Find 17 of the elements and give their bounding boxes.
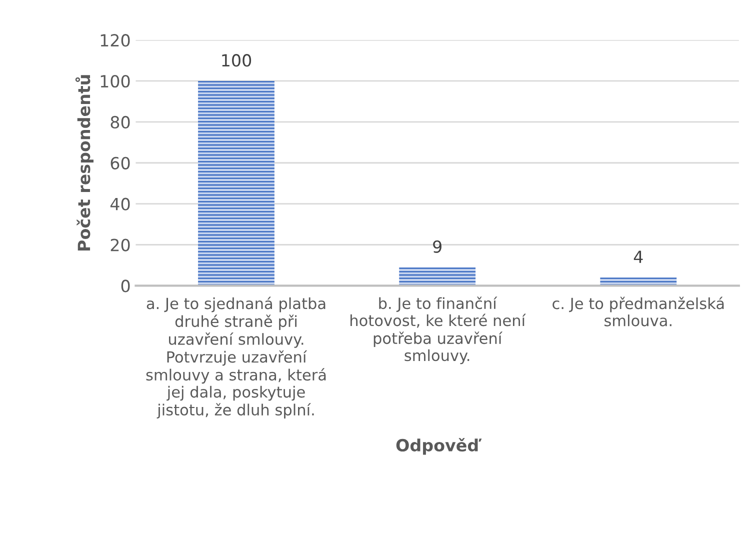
y-tick-label: 80 [110,116,130,128]
y-tick-label: 0 [121,280,130,292]
x-axis-title: Odpověď [396,438,482,455]
y-tick-label: 40 [110,198,130,210]
x-tick-label: a. Je to sjednaná platba druhé straně při uzavření smlouvy. Potvrzuje uzavření smlouvy a strana, která jej dala, poskytuje jistotu, že dluh splní. [146,296,326,419]
y-tick-label: 20 [110,238,130,252]
y-tick-label: 100 [100,74,130,88]
y-tick-label: 120 [100,34,130,47]
data-label: 9 [433,240,442,253]
x-tick-label: b. Je to finanční hotovost, ke které není potřeba uzavření smlouvy. [350,296,526,364]
x-tick-label: c. Je to předmanželská smlouva. [552,296,724,326]
data-label: 4 [634,250,643,263]
bar [198,80,274,286]
bar [399,267,476,286]
y-axis-title: Počet respondentů [75,75,94,250]
y-tick-label: 60 [110,156,130,170]
data-label: 100 [222,54,252,67]
